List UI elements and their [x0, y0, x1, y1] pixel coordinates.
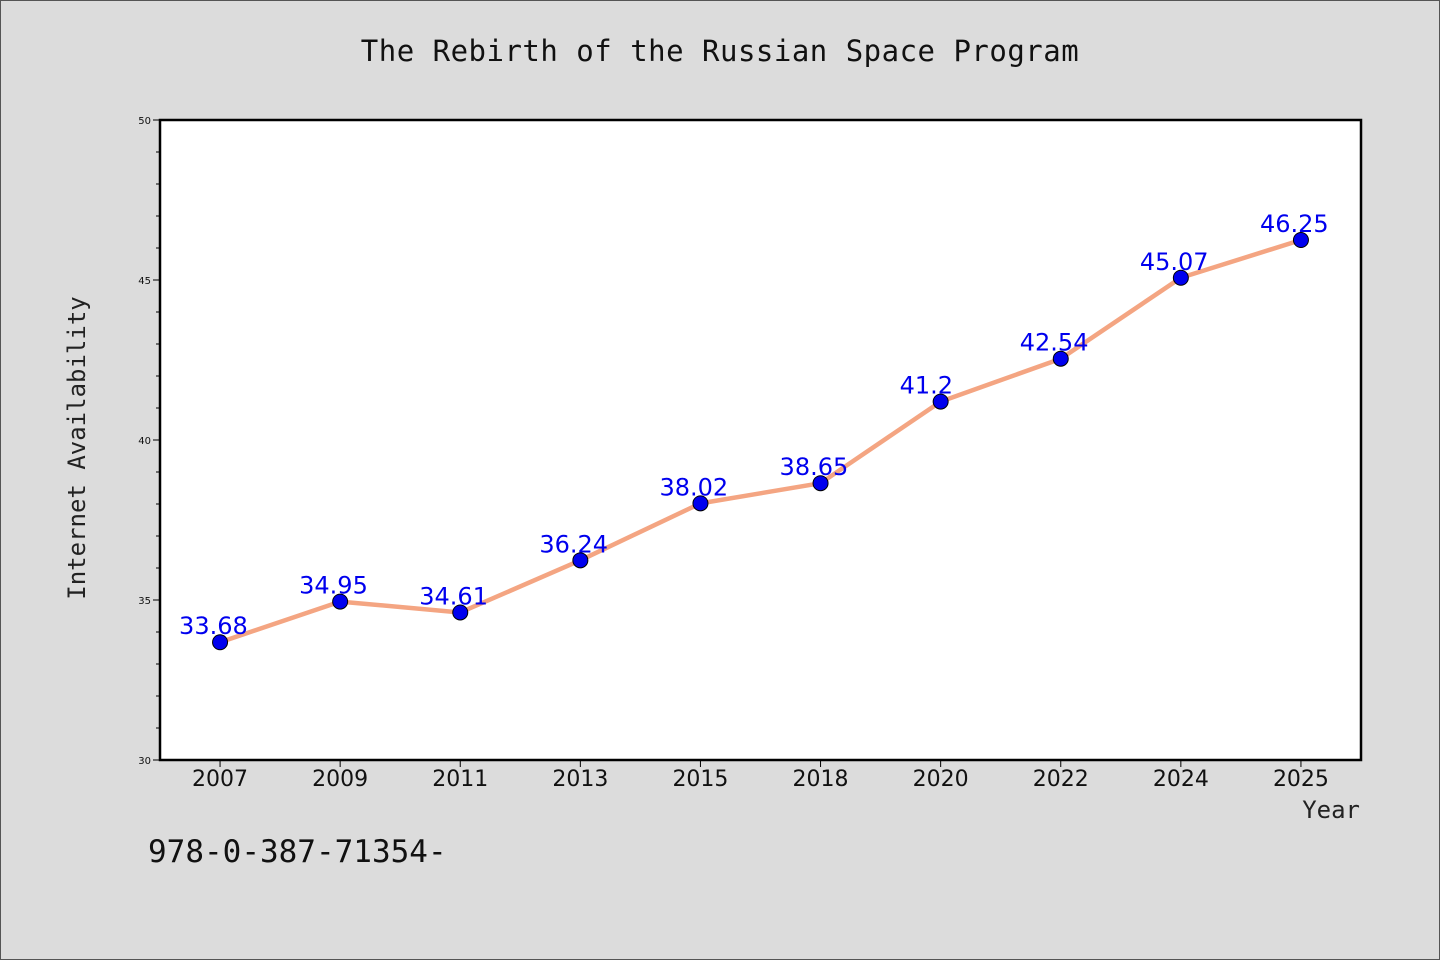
- y-tick-label: 35: [138, 596, 151, 607]
- x-tick-label: 2015: [672, 767, 728, 792]
- data-label: 38.65: [780, 453, 849, 481]
- y-tick-label: 30: [138, 756, 151, 767]
- series-line: [217, 237, 1304, 645]
- y-tick-label: 50: [138, 116, 151, 127]
- x-tick-label: 2018: [793, 767, 849, 792]
- data-point: [1052, 350, 1069, 367]
- data-point: [572, 552, 589, 569]
- x-axis-label: Year: [1302, 796, 1360, 824]
- data-label: 46.25: [1260, 210, 1329, 238]
- y-tick-label: 45: [138, 276, 151, 287]
- data-point: [1172, 269, 1189, 286]
- data-label: 38.02: [659, 473, 728, 501]
- x-tick-label: 2011: [432, 767, 488, 792]
- chart-title: The Rebirth of the Russian Space Program: [360, 34, 1080, 68]
- data-point: [932, 393, 949, 410]
- data-point: [212, 634, 229, 651]
- plot-area: [158, 118, 1363, 762]
- data-label: 33.68: [179, 612, 248, 640]
- y-tick-label: 40: [138, 436, 151, 447]
- data-point: [452, 604, 469, 621]
- x-tick-label: 2009: [312, 767, 368, 792]
- data-point: [332, 593, 349, 610]
- x-tick-label: 2013: [552, 767, 608, 792]
- x-tick-label: 2007: [192, 767, 248, 792]
- data-label: 42.54: [1020, 329, 1089, 357]
- isbn-text: 978-0-387-71354-: [148, 834, 447, 870]
- data-point: [1292, 232, 1309, 248]
- data-point: [692, 495, 709, 512]
- x-tick-label: 2024: [1153, 767, 1209, 792]
- data-label: 41.2: [900, 372, 953, 400]
- data-point: [812, 475, 829, 492]
- x-tick-label: 2025: [1273, 767, 1329, 792]
- data-label: 36.24: [539, 530, 608, 558]
- x-tick-label: 2020: [913, 767, 969, 792]
- data-label: 34.95: [299, 572, 368, 600]
- data-label: 45.07: [1140, 248, 1209, 276]
- x-tick-label: 2022: [1033, 767, 1089, 792]
- data-label: 34.61: [419, 582, 488, 610]
